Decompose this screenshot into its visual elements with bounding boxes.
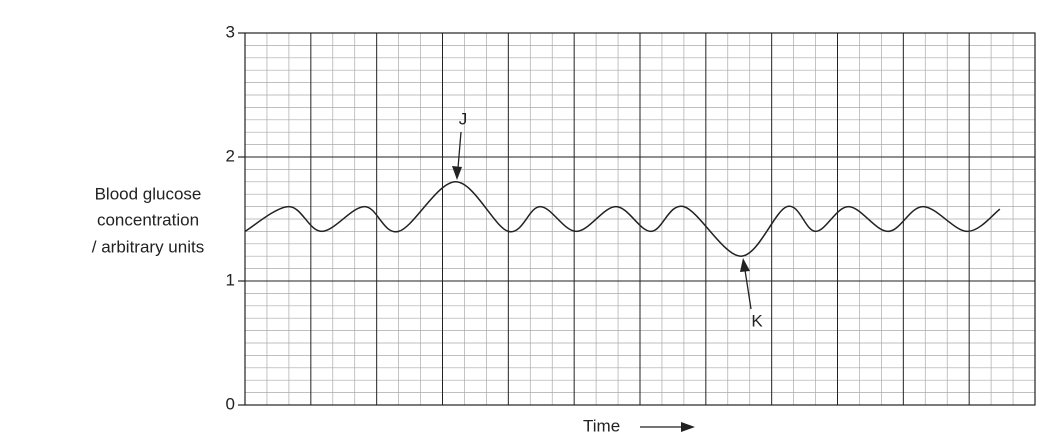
grid (244, 32, 1036, 406)
y-tick-label: 0 (226, 394, 235, 413)
annotation-arrow (452, 131, 462, 180)
y-tick-label: 2 (226, 146, 235, 165)
annotation-arrow (740, 258, 752, 310)
x-axis-arrow (640, 422, 695, 432)
annotation-label: K (751, 311, 763, 330)
annotation-label: J (459, 109, 468, 128)
line (244, 181, 1001, 257)
x-axis-label: Time (583, 416, 620, 435)
plot-frame (244, 32, 1036, 406)
y-axis-label: concentration (97, 210, 199, 229)
y-tick-label: 1 (226, 270, 235, 289)
y-axis-label: Blood glucose (95, 184, 202, 203)
y-axis-label: / arbitrary units (92, 237, 204, 256)
y-tick-label: 3 (226, 22, 235, 41)
